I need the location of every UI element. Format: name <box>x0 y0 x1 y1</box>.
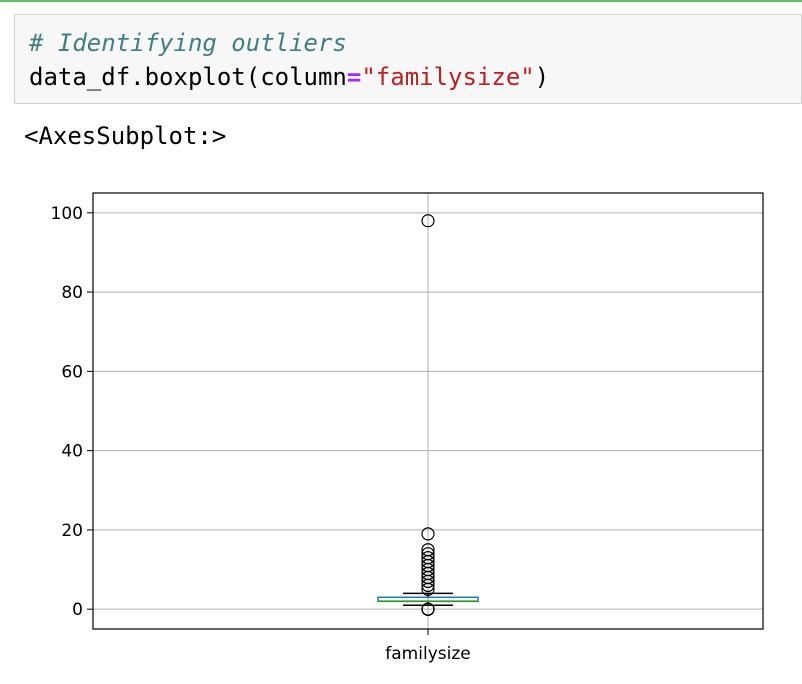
outlier-point <box>421 602 435 616</box>
code-comment: # Identifying outliers <box>29 29 347 57</box>
plot-frame <box>92 192 764 630</box>
x-tick-label: familysize <box>385 644 470 664</box>
cell-top-border <box>0 0 802 2</box>
outlier-point <box>421 214 435 228</box>
outlier-point <box>421 547 435 561</box>
code-call-suffix: ) <box>534 63 550 91</box>
y-tick-label: 100 <box>51 204 83 224</box>
outlier-point <box>421 551 435 565</box>
code-call-line: data_df.boxplot(column="familysize") <box>29 63 549 91</box>
outlier-point <box>421 543 435 557</box>
code-operator: = <box>346 63 362 91</box>
code-call-prefix: data_df.boxplot(column <box>29 63 347 91</box>
code-cell[interactable]: # Identifying outliers data_df.boxplot(c… <box>14 14 802 104</box>
y-tick-label: 80 <box>61 283 83 303</box>
code-comment-line: # Identifying outliers <box>29 29 347 57</box>
y-tick-label: 0 <box>72 600 83 620</box>
outlier-point <box>421 527 435 541</box>
output-repr: <AxesSubplot:> <box>24 122 227 150</box>
code-string-arg: "familysize" <box>361 63 535 91</box>
y-tick-label: 40 <box>61 442 83 462</box>
y-tick-label: 60 <box>61 362 83 382</box>
y-tick-label: 20 <box>61 521 83 541</box>
